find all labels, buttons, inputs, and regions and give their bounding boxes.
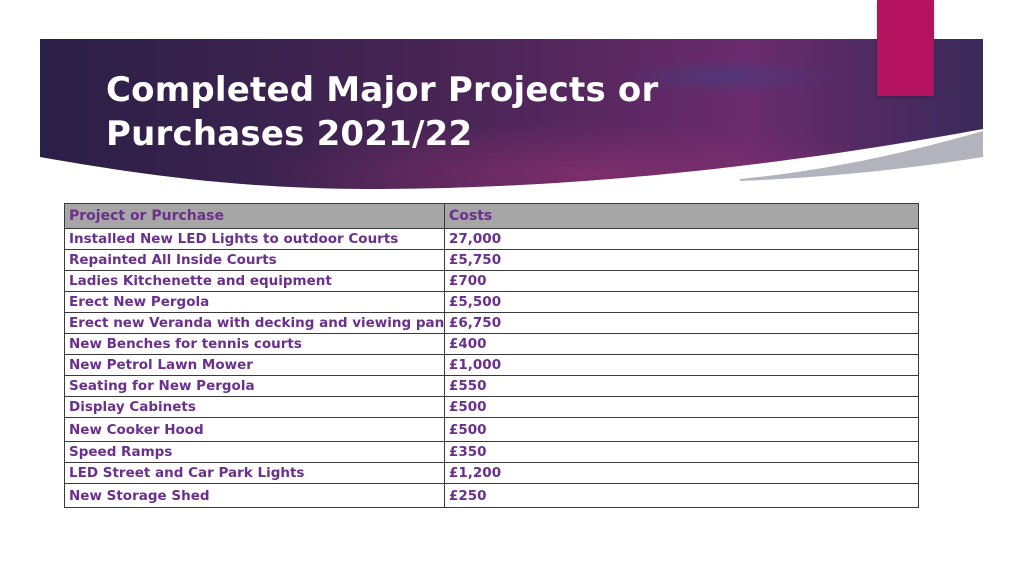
table-row: LED Street and Car Park Lights £1,200 — [64, 462, 919, 484]
title-line-2: Purchases 2021/22 — [106, 114, 473, 154]
table-row: New Petrol Lawn Mower £1,000 — [64, 354, 919, 376]
row-cost: £500 — [444, 417, 919, 442]
header-costs: Costs — [444, 203, 919, 229]
row-item: Ladies Kitchenette and equipment — [64, 270, 445, 292]
row-item: Erect new Veranda with decking and viewi… — [64, 312, 445, 334]
header-project: Project or Purchase — [64, 203, 445, 229]
row-cost: £5,500 — [444, 291, 919, 313]
row-item: Speed Ramps — [64, 441, 445, 463]
projects-table-container: Project or Purchase Costs Installed New … — [64, 203, 919, 508]
row-cost: 27,000 — [444, 228, 919, 250]
row-item: Display Cabinets — [64, 396, 445, 418]
title-banner — [40, 39, 983, 197]
row-item: New Petrol Lawn Mower — [64, 354, 445, 376]
row-item: LED Street and Car Park Lights — [64, 462, 445, 484]
row-item: New Benches for tennis courts — [64, 333, 445, 355]
table-row: Display Cabinets £500 — [64, 396, 919, 418]
table-row: Installed New LED Lights to outdoor Cour… — [64, 228, 919, 250]
row-cost: £250 — [444, 483, 919, 508]
table-row: Repainted All Inside Courts £5,750 — [64, 249, 919, 271]
table-row: New Benches for tennis courts £400 — [64, 333, 919, 355]
table-row: Erect new Veranda with decking and viewi… — [64, 312, 919, 334]
row-cost: £6,750 — [444, 312, 919, 334]
slide-title: Completed Major Projects or Purchases 20… — [106, 68, 746, 156]
row-cost: £1,000 — [444, 354, 919, 376]
table-row: Erect New Pergola £5,500 — [64, 291, 919, 313]
title-line-1: Completed Major Projects or — [106, 70, 659, 110]
row-cost: £700 — [444, 270, 919, 292]
table-row: Seating for New Pergola £550 — [64, 375, 919, 397]
row-item: Erect New Pergola — [64, 291, 445, 313]
projects-table: Project or Purchase Costs Installed New … — [64, 203, 919, 508]
table-row: Ladies Kitchenette and equipment £700 — [64, 270, 919, 292]
table-row: New Storage Shed £250 — [64, 483, 919, 508]
row-cost: £500 — [444, 396, 919, 418]
row-cost: £400 — [444, 333, 919, 355]
accent-tab — [877, 0, 934, 96]
banner-background — [40, 39, 983, 189]
table-row: New Cooker Hood £500 — [64, 417, 919, 442]
row-cost: £5,750 — [444, 249, 919, 271]
row-item: New Cooker Hood — [64, 417, 445, 442]
row-item: Installed New LED Lights to outdoor Cour… — [64, 228, 445, 250]
row-cost: £1,200 — [444, 462, 919, 484]
row-item: New Storage Shed — [64, 483, 445, 508]
table-header-row: Project or Purchase Costs — [64, 203, 919, 229]
row-item: Repainted All Inside Courts — [64, 249, 445, 271]
row-cost: £350 — [444, 441, 919, 463]
table-row: Speed Ramps £350 — [64, 441, 919, 463]
row-cost: £550 — [444, 375, 919, 397]
row-item: Seating for New Pergola — [64, 375, 445, 397]
